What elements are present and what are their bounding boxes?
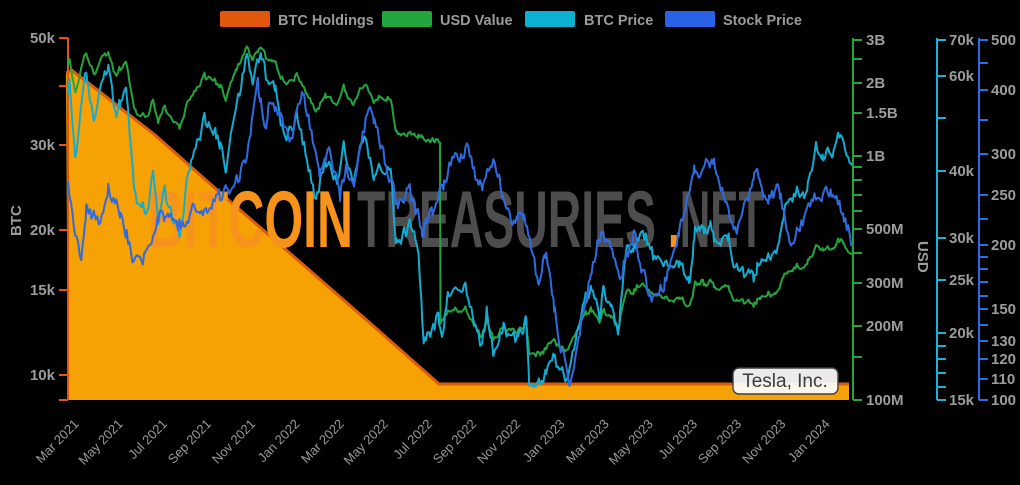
svg-text:1.5B: 1.5B: [866, 105, 898, 122]
svg-text:BTC Price: BTC Price: [584, 13, 653, 29]
svg-text:100M: 100M: [866, 392, 904, 409]
svg-text:Stock Price: Stock Price: [723, 13, 802, 29]
svg-text:30k: 30k: [30, 137, 56, 154]
svg-text:250: 250: [991, 187, 1016, 204]
svg-text:3B: 3B: [866, 32, 885, 49]
svg-text:500: 500: [991, 32, 1016, 49]
svg-text:15k: 15k: [949, 392, 975, 409]
svg-text:BTC: BTC: [8, 205, 25, 236]
svg-text:40k: 40k: [949, 163, 975, 180]
svg-text:25k: 25k: [949, 272, 975, 289]
svg-text:400: 400: [991, 82, 1016, 99]
svg-text:110: 110: [991, 371, 1015, 388]
svg-text:10k: 10k: [30, 367, 56, 384]
svg-text:TREASURIES: TREASURIES: [357, 173, 656, 264]
svg-text:60k: 60k: [949, 68, 975, 85]
svg-text:500M: 500M: [866, 221, 904, 238]
svg-text:1B: 1B: [866, 148, 885, 165]
svg-text:300M: 300M: [866, 275, 904, 292]
svg-text:70k: 70k: [949, 32, 975, 49]
svg-text:130: 130: [991, 333, 1016, 350]
svg-text:200: 200: [991, 237, 1016, 254]
svg-text:150: 150: [991, 301, 1016, 318]
svg-text:100: 100: [991, 392, 1016, 409]
svg-text:200M: 200M: [866, 318, 904, 335]
svg-text:USD: USD: [914, 241, 931, 273]
svg-text:15k: 15k: [30, 282, 56, 299]
svg-text:USD Value: USD Value: [440, 13, 513, 29]
svg-text:50k: 50k: [30, 30, 56, 47]
svg-text:20k: 20k: [949, 325, 975, 342]
svg-text:300: 300: [991, 146, 1016, 163]
svg-text:BTC Holdings: BTC Holdings: [278, 13, 374, 29]
svg-text:20k: 20k: [30, 222, 56, 239]
svg-text:Tesla, Inc.: Tesla, Inc.: [742, 371, 828, 392]
svg-text:120: 120: [991, 351, 1016, 368]
svg-text:2B: 2B: [866, 75, 885, 92]
svg-text:30k: 30k: [949, 230, 975, 247]
